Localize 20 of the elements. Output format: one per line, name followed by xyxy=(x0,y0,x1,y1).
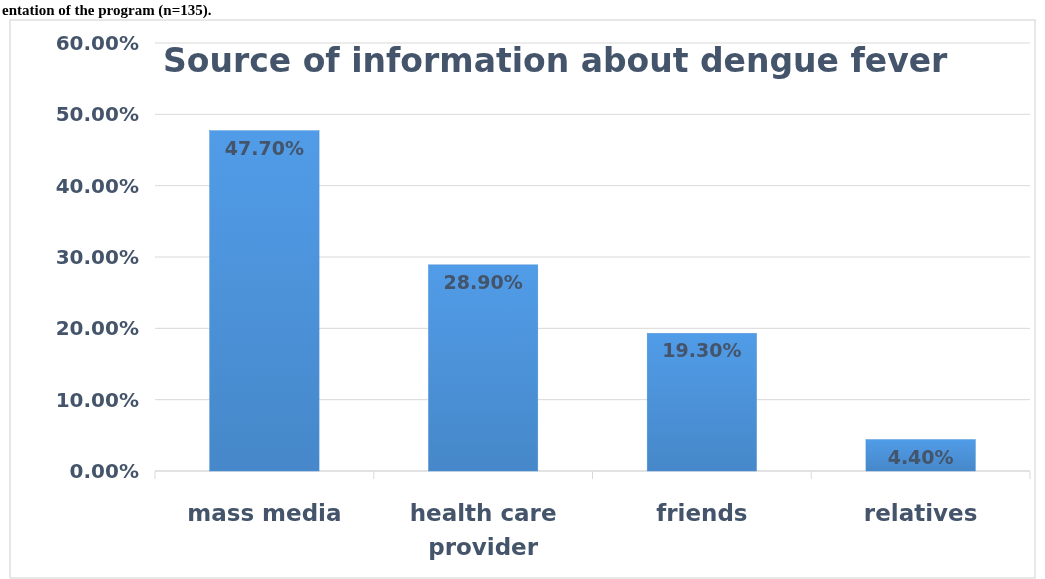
y-tick-label: 40.00% xyxy=(55,173,139,198)
data-label: 28.90% xyxy=(443,270,523,293)
y-tick-label: 20.00% xyxy=(55,316,139,341)
y-tick-label: 0.00% xyxy=(69,459,139,483)
x-tick-label: mass media xyxy=(187,500,342,526)
x-tick-label: friends xyxy=(656,500,748,526)
bar xyxy=(209,130,320,472)
x-tick-label: health care provider xyxy=(409,500,557,560)
data-label: 4.40% xyxy=(887,445,954,468)
data-label: 19.30% xyxy=(662,339,742,362)
x-tick-label: relatives xyxy=(863,500,978,526)
y-tick-label: 50.00% xyxy=(55,102,139,127)
y-tick-label: 30.00% xyxy=(55,245,139,269)
chart-title: Source of information about dengue fever xyxy=(163,41,949,80)
bar xyxy=(646,333,757,472)
data-label: 47.70% xyxy=(224,136,304,159)
bar xyxy=(428,264,539,472)
y-tick-label: 10.00% xyxy=(55,387,139,412)
text: entation of the program (n=135). xyxy=(2,2,212,19)
y-tick-label: 60.00% xyxy=(55,31,139,55)
